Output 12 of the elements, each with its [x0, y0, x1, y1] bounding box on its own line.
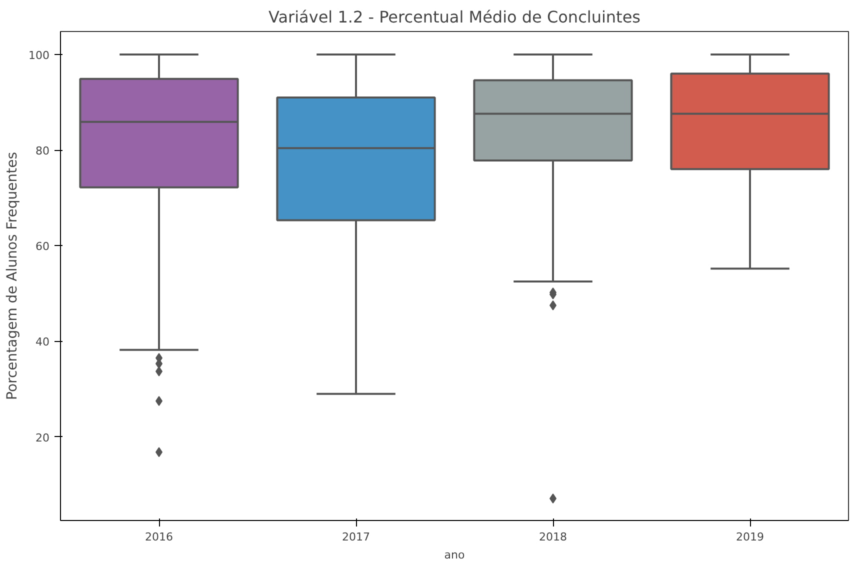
- x-tick-label: 2019: [736, 530, 764, 544]
- y-tick-label: 60: [36, 240, 50, 254]
- chart-title: Variável 1.2 - Percentual Médio de Concluintes: [268, 8, 640, 26]
- x-tick-label: 2018: [539, 530, 568, 544]
- y-tick-label: 20: [36, 431, 50, 444]
- y-tick-label: 80: [36, 144, 50, 158]
- x-tick-label: 2016: [145, 530, 174, 544]
- y-axis-title: Porcentagem de Alunos Frequentes: [4, 152, 21, 400]
- x-axis-title: ano: [444, 548, 465, 562]
- y-tick-label: 100: [28, 48, 50, 62]
- x-tick-label: 2017: [342, 530, 370, 544]
- y-tick-label: 40: [36, 336, 50, 349]
